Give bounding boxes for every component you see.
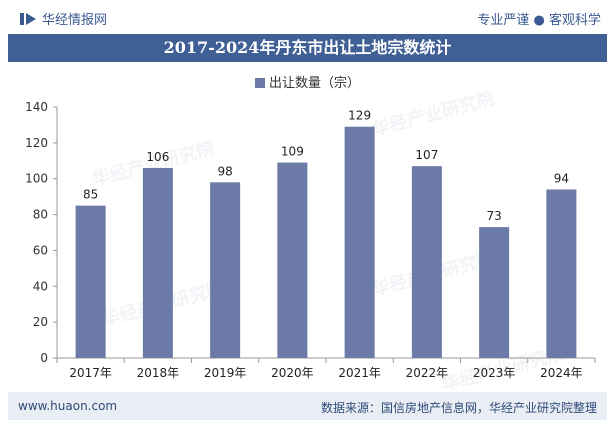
- y-tick-label: 40: [33, 279, 48, 293]
- bar: [75, 205, 106, 358]
- x-tick-label: 2021年: [338, 366, 381, 380]
- footer-website: www.huaon.com: [18, 399, 118, 413]
- brand-logo-icon: [20, 12, 36, 25]
- y-tick-label: 0: [40, 351, 48, 365]
- brand-name: 华经情报网: [42, 13, 108, 28]
- data-label: 98: [217, 164, 232, 178]
- bar: [411, 166, 442, 358]
- y-tick-label: 120: [25, 136, 48, 150]
- x-tick-label: 2017年: [69, 366, 112, 380]
- y-tick-label: 100: [25, 172, 48, 186]
- bar: [142, 167, 173, 358]
- brand: 华经情报网: [20, 9, 107, 28]
- top-bar: 华经情报网 专业严谨 ● 客观科学: [0, 0, 615, 34]
- data-label: 85: [83, 188, 98, 202]
- bar: [479, 227, 510, 358]
- legend-swatch: [254, 78, 265, 88]
- x-tick-label: 2019年: [204, 366, 247, 380]
- x-tick-label: 2018年: [137, 366, 180, 380]
- footer-source: 数据来源：国信房地产信息网，华经产业研究院整理: [320, 401, 597, 415]
- tagline: 专业严谨 ● 客观科学: [477, 13, 601, 28]
- bar: [546, 189, 577, 358]
- y-tick-label: 60: [33, 243, 48, 257]
- title-bar: 2017-2024年丹东市出让土地宗数统计: [8, 34, 607, 62]
- y-tick-label: 140: [25, 100, 48, 114]
- bar: [277, 162, 308, 358]
- data-label: 107: [415, 148, 438, 162]
- y-tick-label: 20: [33, 315, 48, 329]
- footer: www.huaon.com 数据来源：国信房地产信息网，华经产业研究院整理: [8, 392, 607, 420]
- x-tick-label: 2023年: [473, 366, 516, 380]
- data-label: 73: [486, 209, 501, 223]
- x-tick-label: 2020年: [271, 366, 314, 380]
- chart-title: 2017-2024年丹东市出让土地宗数统计: [163, 38, 452, 57]
- data-label: 129: [348, 109, 371, 123]
- legend-label: 出让数量（宗）: [268, 76, 360, 91]
- x-tick-label: 2022年: [406, 366, 449, 380]
- x-tick-label: 2024年: [540, 366, 583, 380]
- bar: [210, 182, 241, 358]
- y-tick-label: 80: [33, 208, 48, 222]
- bar: [344, 126, 375, 358]
- data-label: 94: [554, 171, 569, 185]
- legend: 出让数量（宗）: [0, 72, 615, 91]
- data-label: 109: [281, 145, 304, 159]
- data-label: 106: [146, 150, 169, 164]
- bar-chart: 0 20 40 60 80 100 120 140 85 2017年 106 2018年 98 2019年…: [25, 100, 596, 380]
